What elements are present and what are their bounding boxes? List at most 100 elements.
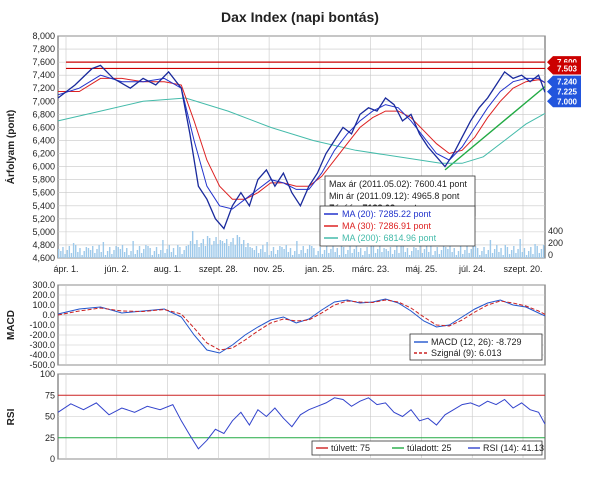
volume-bar: [476, 248, 479, 258]
volume-bar: [85, 247, 88, 258]
volume-bar: [100, 252, 102, 258]
volume-bar: [281, 247, 283, 258]
volume-bar: [221, 241, 224, 258]
volume-tick: 0: [548, 250, 553, 260]
volume-bar: [317, 251, 319, 258]
volume-bar: [459, 241, 462, 258]
volume-bar: [323, 250, 326, 258]
chart-title: Dax Index (napi bontás): [221, 9, 379, 25]
volume-bar: [372, 246, 375, 258]
volume-bar: [406, 248, 409, 258]
x-axis-ticks: ápr. 1. jún. 2. aug. 1. szept. 28. nov. 25. j…: [53, 264, 542, 274]
volume-bar: [536, 246, 538, 258]
volume-bar: [472, 245, 475, 258]
x-tick-label: jan. 25.: [304, 264, 335, 274]
price-y-tick: 6,800: [32, 109, 55, 119]
volume-bar: [289, 248, 292, 258]
macd-grid: [58, 284, 545, 366]
volume-bar: [515, 253, 517, 258]
volume-bar: [283, 249, 285, 258]
volume-bar: [391, 254, 394, 258]
volume-bar: [411, 251, 413, 258]
volume-bar: [313, 248, 315, 258]
volume-bar: [128, 255, 130, 258]
volume-bar: [64, 254, 66, 258]
volume-bar: [479, 255, 481, 258]
volume-bar: [60, 251, 62, 258]
volume-bar: [260, 249, 262, 258]
volume-bar: [147, 246, 149, 258]
legend-entry: MA (20): 7285.22 pont: [342, 209, 432, 219]
volume-tick: 400: [548, 226, 563, 236]
volume-bar: [315, 255, 317, 258]
volume-bar: [155, 247, 158, 258]
volume-bar: [364, 251, 366, 258]
volume-bar: [430, 242, 432, 258]
volume-bar: [462, 254, 464, 258]
volume-bar: [353, 249, 356, 258]
volume-bar: [298, 254, 300, 258]
volume-bar: [434, 251, 436, 258]
volume-bar: [489, 240, 492, 258]
rsi-y-tick: 100: [40, 369, 55, 379]
volume-bar: [302, 246, 304, 258]
volume-bar: [345, 254, 347, 258]
volume-bar: [87, 248, 90, 258]
volume-bar: [151, 255, 153, 258]
volume-bar: [226, 239, 228, 258]
volume-bar: [362, 255, 364, 258]
price-y-label: Árfolyam (pont): [4, 110, 17, 184]
volume-bar: [481, 251, 483, 258]
volume-bar: [198, 247, 200, 258]
volume-bar: [466, 246, 468, 258]
rsi-legend: túlvett: 75 túladott: 25 RSI (14): 41.13: [311, 440, 544, 456]
volume-bar: [194, 244, 196, 258]
volume-bar: [453, 248, 455, 258]
price-tag: [547, 75, 581, 88]
volume-bar: [381, 252, 383, 258]
macd-y-tick: -400.0: [29, 350, 55, 360]
price-y-tick: 7,800: [32, 44, 55, 54]
volume-bar: [247, 243, 249, 258]
volume-bar: [230, 242, 232, 258]
price-tag-label: 7.240: [557, 78, 578, 87]
volume-bar: [523, 248, 526, 258]
volume-bar: [449, 245, 451, 258]
volume-bar: [325, 240, 328, 258]
volume-bar: [457, 251, 460, 258]
macd-y-tick: -500.0: [29, 360, 55, 370]
volume-bar: [81, 255, 83, 258]
volume-bar: [191, 231, 194, 258]
volume-bar: [532, 254, 534, 258]
volume-bar: [519, 239, 521, 258]
volume-bar: [474, 246, 477, 258]
volume-bar: [196, 240, 198, 258]
macd-y-tick: -200.0: [29, 330, 55, 340]
volume-bar: [253, 250, 256, 258]
volume-bar: [502, 255, 504, 258]
volume-bar: [179, 247, 181, 258]
price-tag: [547, 62, 581, 75]
volume-bars: [58, 231, 545, 258]
volume-bar: [140, 253, 143, 258]
volume-bar: [134, 254, 136, 258]
volume-bar: [98, 245, 100, 258]
volume-bar: [517, 249, 519, 258]
volume-bar: [206, 236, 209, 258]
legend-entry: Szignál (9): 6.013: [431, 348, 502, 358]
macd-line: [57, 299, 546, 351]
volume-bar: [387, 251, 390, 258]
volume-bar: [115, 246, 117, 258]
volume-bar: [530, 247, 532, 258]
price-panel: 4,600 4,800 5,000 5,200 5,400 5,600 5,800 6,000…: [4, 31, 581, 263]
price-y-tick: 5,400: [32, 201, 55, 211]
macd-y-tick: 200.0: [32, 290, 55, 300]
volume-bar: [415, 248, 417, 258]
volume-bar: [319, 247, 321, 258]
macd-series: [57, 298, 546, 354]
volume-bar: [408, 255, 411, 258]
volume-bar: [185, 246, 187, 258]
price-horizontal-lines: [66, 61, 545, 70]
volume-bar: [438, 254, 441, 258]
volume-bar: [398, 253, 400, 258]
